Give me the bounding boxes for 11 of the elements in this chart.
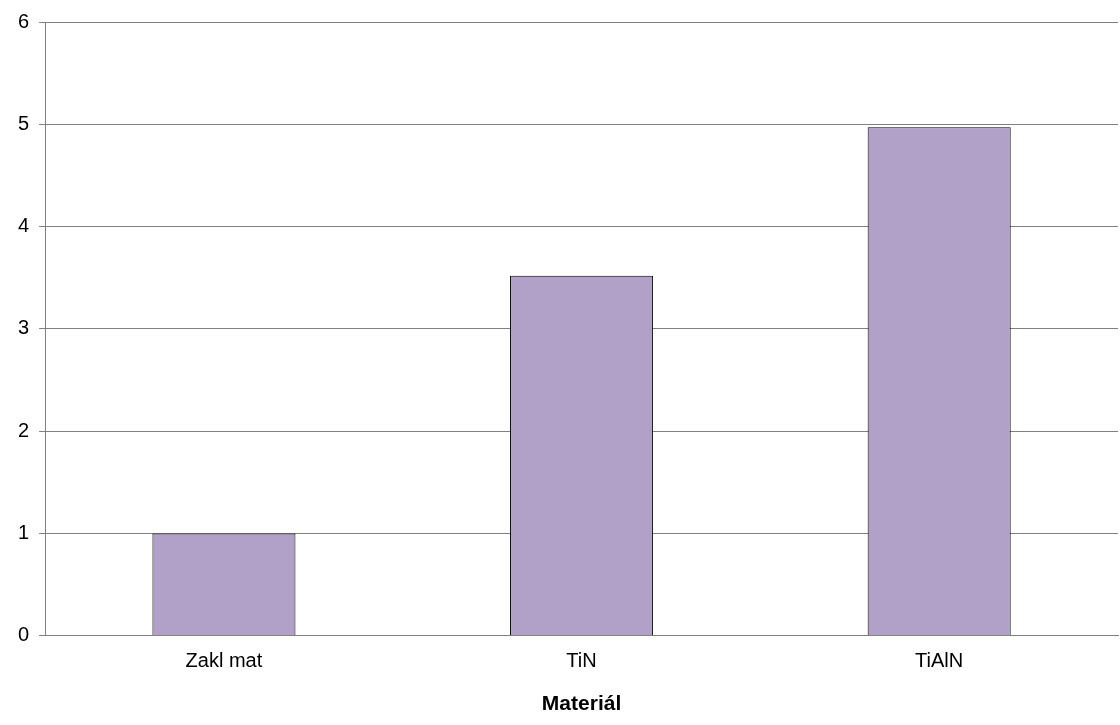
x-axis-title: Materiál <box>541 691 622 715</box>
x-tick-label: TiN <box>566 649 597 672</box>
y-tick-label: 4 <box>18 214 30 237</box>
y-tick-label: 2 <box>18 418 30 441</box>
x-tick-label: TiAlN <box>915 649 964 672</box>
y-tick-label: 0 <box>18 623 30 646</box>
x-tick-label: Zakl mat <box>185 649 263 672</box>
y-tick-label: 5 <box>18 111 30 134</box>
y-tick-label: 6 <box>18 9 30 32</box>
y-tick-label: 3 <box>18 316 30 339</box>
y-tick-label: 1 <box>18 521 30 544</box>
